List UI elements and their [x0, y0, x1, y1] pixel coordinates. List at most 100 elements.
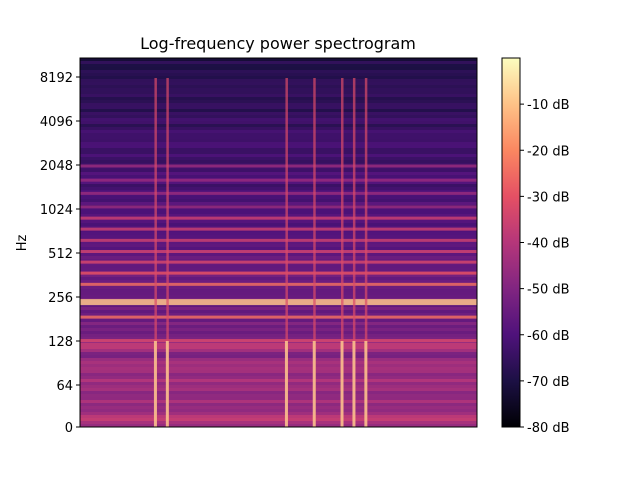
colorbar-tick-label: -50 dB	[527, 283, 570, 298]
heatmap-band	[80, 133, 477, 137]
heatmap-band	[80, 418, 477, 422]
harmonic-band	[80, 238, 477, 242]
heatmap-band	[80, 373, 477, 377]
heatmap-band	[80, 184, 477, 188]
heatmap-band	[80, 412, 477, 416]
heatmap-band	[80, 172, 477, 176]
heatmap-band	[80, 226, 477, 230]
heatmap-band	[80, 259, 477, 263]
heatmap-band	[80, 253, 477, 257]
colorbar	[501, 57, 521, 428]
colorbar-tick-label: -80 dB	[527, 421, 570, 436]
heatmap-band	[80, 115, 477, 119]
heatmap-band	[80, 127, 477, 131]
heatmap-band	[80, 202, 477, 206]
heatmap-band	[80, 280, 477, 284]
heatmap-band	[80, 232, 477, 236]
harmonic-band	[80, 260, 477, 264]
harmonic-band	[80, 339, 477, 342]
y-axis: 0 64 128 256 512 1024 2048 4096 8192	[40, 71, 80, 436]
heatmap-band	[80, 268, 477, 272]
heatmap-band	[80, 82, 477, 86]
y-tick-label: 64	[56, 379, 73, 394]
heatmap-band	[80, 112, 477, 116]
heatmap-band	[80, 97, 477, 101]
heatmap-band	[80, 367, 477, 371]
harmonic-band	[80, 299, 477, 306]
y-tick-label: 2048	[40, 159, 73, 174]
heatmap-band	[80, 304, 477, 308]
heatmap-band	[80, 274, 477, 278]
heatmap-band	[80, 400, 477, 404]
heatmap-band	[80, 319, 477, 323]
heatmap-band	[80, 223, 477, 227]
heatmap-band	[80, 424, 477, 427]
heatmap-band	[80, 151, 477, 155]
y-tick-label: 512	[48, 247, 73, 262]
harmonic-band	[80, 164, 477, 168]
heatmap-band	[80, 388, 477, 392]
onset-streak	[364, 78, 368, 427]
heatmap-band	[80, 328, 477, 332]
heatmap-band	[80, 67, 477, 71]
heatmap-band	[80, 337, 477, 341]
harmonic-lines	[80, 164, 477, 342]
heatmap-band	[80, 415, 477, 419]
heatmap-band	[80, 145, 477, 149]
y-tick-label: 4096	[40, 115, 73, 130]
colorbar-tick-label: -60 dB	[527, 329, 570, 344]
harmonic-band	[80, 178, 477, 182]
onset-low-freq	[153, 341, 157, 427]
y-tick-label: 128	[48, 335, 73, 350]
heatmap-band	[80, 325, 477, 329]
heatmap-band	[80, 109, 477, 113]
onset-streak	[341, 78, 344, 427]
y-axis-label: Hz	[15, 235, 30, 252]
y-tick-label: 0	[65, 421, 73, 436]
heatmap-band	[80, 256, 477, 260]
heatmap-band	[80, 199, 477, 203]
heatmap-band	[80, 235, 477, 239]
heatmap-band	[80, 94, 477, 98]
heatmap-band	[80, 211, 477, 215]
heatmap-band	[80, 91, 477, 95]
heatmap-band	[80, 322, 477, 326]
heatmap-band	[80, 331, 477, 335]
harmonic-band	[80, 250, 477, 254]
onset-streak	[166, 78, 169, 427]
heatmap-band	[80, 61, 477, 65]
heatmap-band	[80, 409, 477, 413]
heatmap-band	[80, 397, 477, 401]
heatmap-band	[80, 121, 477, 125]
heatmap-band	[80, 382, 477, 386]
heatmap-band	[80, 241, 477, 245]
heatmap-band	[80, 244, 477, 248]
heatmap-band	[80, 181, 477, 185]
chart-title: Log-frequency power spectrogram	[140, 34, 416, 53]
heatmap-band	[80, 124, 477, 128]
harmonic-band	[80, 315, 477, 319]
heatmap-band	[80, 214, 477, 218]
colorbar-tick-label: -40 dB	[527, 237, 570, 252]
harmonic-band	[80, 191, 477, 195]
heatmap-band	[80, 148, 477, 152]
heatmap-band	[80, 136, 477, 140]
heatmap-band	[80, 79, 477, 83]
heatmap-band	[80, 208, 477, 212]
heatmap-band	[80, 106, 477, 110]
heatmap-band	[80, 154, 477, 158]
heatmap-band	[80, 286, 477, 290]
plot-frame	[79, 57, 478, 428]
heatmap-band	[80, 169, 477, 173]
heatmap-band	[80, 58, 477, 62]
heatmap-band	[80, 361, 477, 365]
heatmap-band	[80, 85, 477, 89]
onset-streak	[285, 78, 288, 427]
onset-lines	[153, 78, 368, 427]
heatmap-band	[80, 355, 477, 359]
onset-streak	[154, 78, 157, 427]
heatmap-band	[80, 289, 477, 293]
heatmap-band	[80, 160, 477, 164]
heatmap-band	[80, 406, 477, 410]
heatmap-band	[80, 307, 477, 311]
